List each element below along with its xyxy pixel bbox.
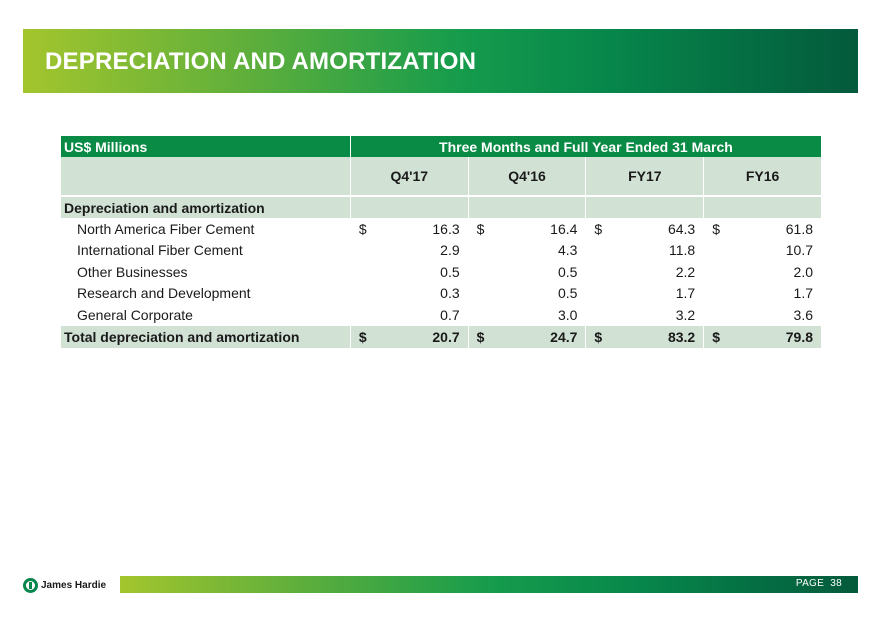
blank-cell (704, 197, 821, 218)
cell-value: 1.7 (793, 285, 813, 302)
total-value-cell: $83.2 (586, 325, 704, 348)
column-header: FY17 (586, 157, 704, 197)
value-cell: $61.8 (704, 218, 821, 240)
currency-symbol: $ (358, 328, 367, 345)
cell-value: 16.4 (550, 220, 578, 237)
cell-value: 0.3 (440, 285, 460, 302)
cell-value: 0.5 (557, 285, 578, 302)
footer-bar: PAGE 38 (120, 576, 858, 593)
value-cell: 0.5 (469, 261, 586, 283)
value-cell: 0.3 (351, 283, 468, 305)
total-value: 20.7 (432, 328, 460, 345)
currency-symbol: $ (712, 220, 720, 237)
row-label: Other Businesses (77, 263, 188, 280)
table-row: International Fiber Cement 2.9 4.3 11.8 … (61, 240, 821, 262)
cell-value: 0.5 (557, 263, 578, 280)
value-cell: $16.4 (469, 218, 586, 240)
row-label: International Fiber Cement (77, 242, 243, 259)
value-cell: 2.2 (586, 261, 703, 283)
section-label: Depreciation and amortization (61, 197, 350, 218)
period-header: Three Months and Full Year Ended 31 Marc… (350, 136, 821, 157)
total-label: Total depreciation and amortization (61, 325, 350, 348)
currency-symbol: $ (476, 220, 485, 237)
cell-value: 0.7 (440, 306, 460, 323)
currency-symbol: $ (594, 220, 603, 237)
cell-value: 11.8 (668, 242, 696, 259)
value-cell: 0.5 (469, 283, 586, 305)
cell-value: 2.0 (793, 263, 813, 280)
value-cell: 2.9 (351, 240, 468, 262)
total-value: 83.2 (667, 328, 696, 345)
cell-value: 2.9 (440, 242, 460, 259)
total-row: Total depreciation and amortization $20.… (61, 325, 821, 348)
value-cell: 11.8 (586, 240, 703, 262)
value-cell: $64.3 (586, 218, 703, 240)
blank-cell (586, 197, 704, 218)
table-row: Other Businesses 0.5 0.5 2.2 2.0 (61, 261, 821, 283)
cell-value: 3.2 (675, 306, 696, 323)
cell-value: 10.7 (785, 242, 813, 259)
company-logo: James Hardie (23, 576, 106, 594)
value-cell: 1.7 (704, 283, 821, 305)
currency-symbol: $ (476, 328, 485, 345)
value-cell: 3.6 (704, 304, 821, 326)
row-label: Research and Development (77, 285, 251, 302)
cell-value: 61.8 (785, 220, 813, 237)
value-cell: 0.7 (351, 304, 468, 326)
section-header-row: Depreciation and amortization (61, 197, 821, 218)
page-title: DEPRECIATION AND AMORTIZATION (45, 48, 477, 75)
cell-value: 16.3 (432, 220, 460, 237)
company-name: James Hardie (41, 579, 107, 591)
table-row: General Corporate 0.7 3.0 3.2 3.6 (61, 304, 821, 326)
cell-value: 0.5 (440, 263, 460, 280)
value-cell: 2.0 (704, 261, 821, 283)
table-row: Research and Development 0.3 0.5 1.7 1.7 (61, 283, 821, 305)
page-indicator: PAGE 38 (796, 578, 842, 589)
title-banner: DEPRECIATION AND AMORTIZATION (23, 29, 858, 93)
column-header: FY16 (704, 157, 821, 197)
value-cell: 4.3 (469, 240, 586, 262)
total-value: 24.7 (550, 328, 578, 345)
value-cell: $16.3 (351, 218, 468, 240)
row-label: General Corporate (77, 306, 193, 323)
blank-cell (468, 197, 586, 218)
currency-symbol: $ (712, 328, 720, 345)
cell-value: 64.3 (667, 220, 696, 237)
column-header-row: Q4'17 Q4'16 FY17 FY16 (61, 157, 821, 197)
logo-icon (23, 577, 38, 593)
currency-symbol: $ (358, 220, 367, 237)
cell-value: 3.6 (793, 306, 813, 323)
total-value: 79.8 (785, 328, 813, 345)
value-cell: 0.5 (351, 261, 468, 283)
value-cell: 10.7 (704, 240, 821, 262)
cell-value: 1.7 (675, 285, 696, 302)
cell-value: 2.2 (675, 263, 696, 280)
value-cell: 3.0 (469, 304, 586, 326)
total-value-cell: $24.7 (468, 325, 586, 348)
table-band-header: US$ Millions Three Months and Full Year … (61, 136, 821, 157)
column-header-blank (61, 157, 350, 197)
unit-label: US$ Millions (61, 136, 350, 157)
depreciation-table: US$ Millions Three Months and Full Year … (60, 136, 822, 348)
total-value-cell: $79.8 (704, 325, 821, 348)
column-header: Q4'17 (350, 157, 468, 197)
table-row: North America Fiber Cement $16.3 $16.4 $… (61, 218, 821, 240)
value-cell: 1.7 (586, 283, 703, 305)
page-label: PAGE (795, 578, 825, 589)
total-value-cell: $20.7 (350, 325, 468, 348)
value-cell: 3.2 (586, 304, 703, 326)
row-label: North America Fiber Cement (77, 220, 255, 237)
blank-cell (350, 197, 468, 218)
cell-value: 4.3 (557, 242, 578, 259)
column-header: Q4'16 (468, 157, 586, 197)
cell-value: 3.0 (557, 306, 578, 323)
currency-symbol: $ (594, 328, 603, 345)
page-number: 38 (830, 578, 842, 589)
